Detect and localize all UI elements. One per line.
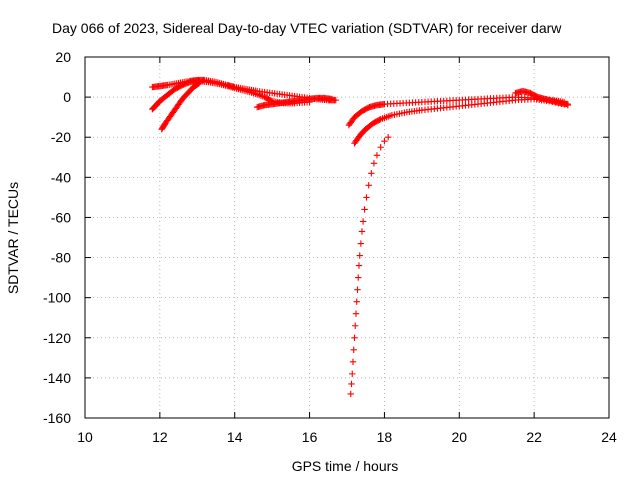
data-point bbox=[361, 206, 368, 213]
y-tick-label: -160 bbox=[43, 410, 71, 426]
data-point bbox=[355, 274, 362, 281]
y-axis-label: SDTVAR / TECUs bbox=[5, 182, 21, 294]
grid bbox=[85, 57, 609, 418]
data-point bbox=[365, 182, 372, 189]
data-point bbox=[377, 144, 384, 151]
data-point bbox=[356, 252, 363, 259]
data-point bbox=[363, 194, 370, 201]
x-tick-label: 18 bbox=[377, 429, 393, 445]
x-tick-label: 16 bbox=[302, 429, 318, 445]
y-tick-label: -120 bbox=[43, 330, 71, 346]
data-point bbox=[328, 95, 336, 103]
data-point bbox=[381, 138, 388, 145]
x-axis-label: GPS time / hours bbox=[292, 458, 399, 474]
y-tick-label: -140 bbox=[43, 370, 71, 386]
series-arc-4 bbox=[253, 94, 336, 111]
data-point bbox=[352, 310, 360, 317]
data-point bbox=[354, 286, 361, 293]
data-point bbox=[352, 322, 359, 329]
axis-ticks: 10 12 14 16 18 20 22 24 20 0 -20 -40 -60 -80 -100 -120 -… bbox=[43, 49, 617, 445]
series-arc-3 bbox=[158, 79, 203, 133]
data-point bbox=[195, 80, 202, 87]
y-tick-label: -100 bbox=[43, 290, 71, 306]
data-point bbox=[373, 152, 381, 159]
y-tick-label: 20 bbox=[55, 49, 71, 65]
x-tick-label: 14 bbox=[227, 429, 243, 445]
data-point bbox=[368, 170, 375, 177]
series-arc-7 bbox=[347, 134, 392, 398]
data-point bbox=[370, 160, 378, 167]
data-point bbox=[349, 370, 356, 378]
data-point bbox=[384, 134, 392, 141]
y-tick-label: 0 bbox=[63, 89, 71, 105]
x-tick-label: 20 bbox=[451, 429, 467, 445]
series-arc-8 bbox=[512, 87, 572, 108]
x-tick-label: 12 bbox=[152, 429, 168, 445]
data-point bbox=[195, 79, 203, 87]
x-tick-label: 24 bbox=[601, 429, 617, 445]
y-tick-label: -60 bbox=[51, 209, 71, 225]
data-point bbox=[357, 240, 365, 247]
data-points bbox=[149, 76, 572, 398]
data-point bbox=[347, 390, 354, 398]
data-point bbox=[355, 262, 363, 269]
data-point bbox=[351, 334, 358, 341]
data-point bbox=[359, 218, 367, 225]
data-point bbox=[358, 228, 366, 235]
data-point bbox=[349, 358, 357, 366]
data-point bbox=[332, 96, 339, 104]
y-tick-label: -20 bbox=[51, 129, 71, 145]
y-tick-label: -80 bbox=[51, 250, 71, 266]
data-point bbox=[350, 346, 357, 354]
chart-title: Day 066 of 2023, Sidereal Day-to-day VTE… bbox=[52, 20, 562, 36]
data-point bbox=[376, 116, 383, 124]
plot-frame bbox=[84, 56, 610, 419]
y-tick-label: -40 bbox=[51, 169, 71, 185]
x-tick-label: 22 bbox=[526, 429, 542, 445]
data-point bbox=[348, 380, 355, 388]
data-point bbox=[564, 100, 572, 108]
x-tick-label: 10 bbox=[77, 429, 93, 445]
data-point bbox=[353, 298, 360, 305]
